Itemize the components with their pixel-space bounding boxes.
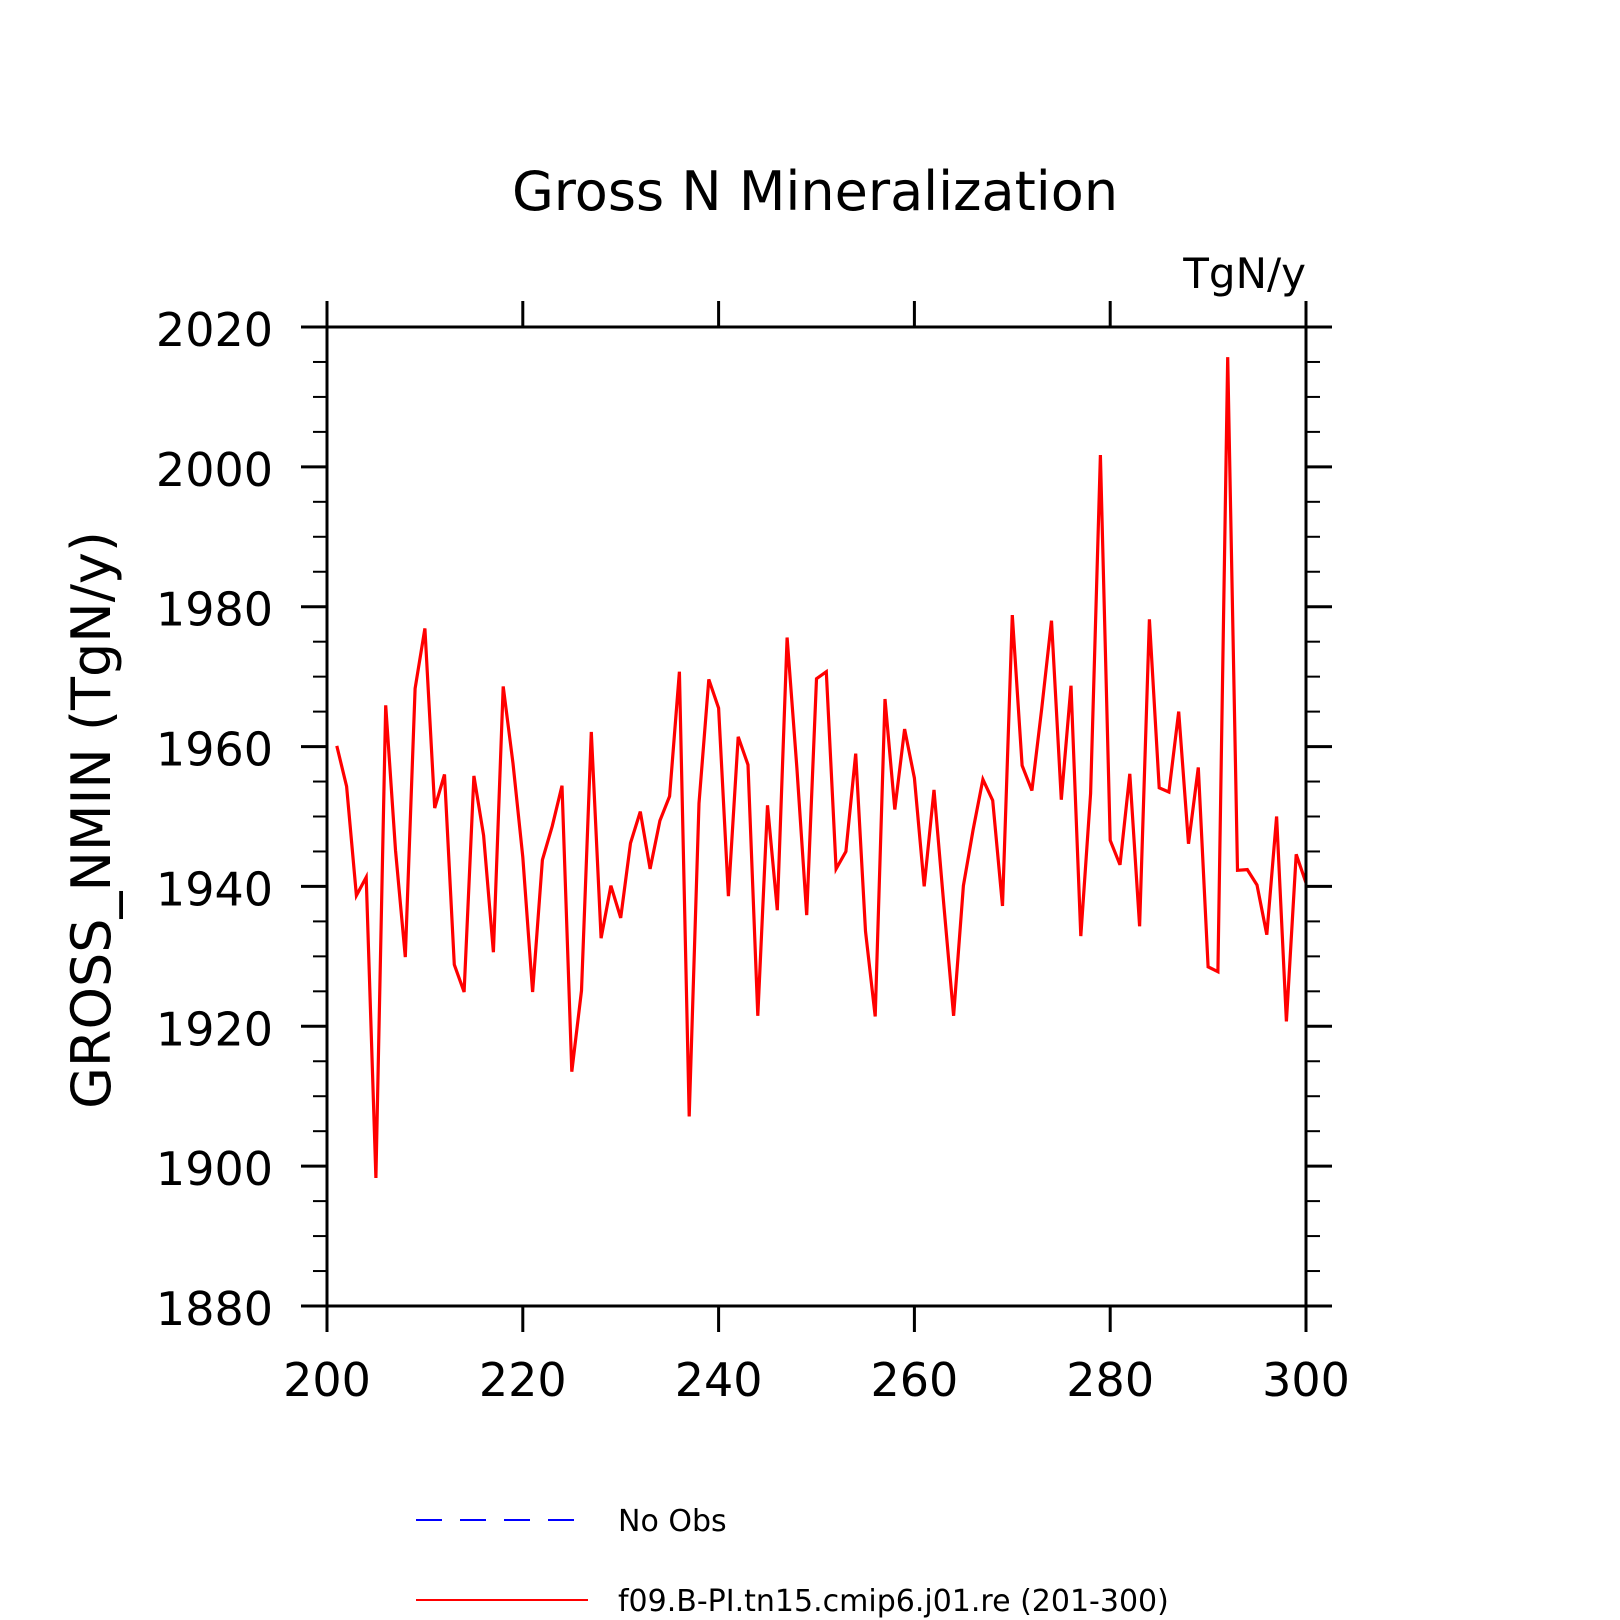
y-tick-label: 1920: [156, 1002, 273, 1056]
y-tick-label: 2020: [156, 303, 273, 357]
y-tick-label: 1880: [156, 1282, 273, 1336]
axis-ticks: [301, 301, 1332, 1332]
tick-labels: 1880 1900 1920 1940 1960 1980 2000 2020 200 220 24…: [156, 303, 1350, 1407]
x-tick-label: 220: [479, 1353, 567, 1407]
series-layer: [335, 357, 1308, 1179]
legend: No Obs f09.B-PI.tn15.cmip6.j01.re (201-30…: [416, 1504, 1169, 1619]
x-tick-label: 300: [1262, 1353, 1350, 1407]
chart-title: Gross N Mineralization: [512, 160, 1118, 223]
legend-label: No Obs: [618, 1504, 727, 1539]
plot-frame: [325, 325, 1308, 1308]
y-tick-label: 1900: [156, 1142, 273, 1196]
series-line: [335, 357, 1308, 1179]
units-label: TgN/y: [1182, 249, 1306, 298]
x-tick-label: 260: [870, 1353, 958, 1407]
y-axis-title: GROSS_NMIN (TgN/y): [60, 531, 123, 1109]
legend-label: f09.B-PI.tn15.cmip6.j01.re (201-300): [618, 1584, 1169, 1619]
x-tick-label: 280: [1066, 1353, 1154, 1407]
x-tick-label: 240: [675, 1353, 763, 1407]
y-tick-label: 1980: [156, 583, 273, 637]
y-tick-label: 1940: [156, 862, 273, 916]
y-tick-label: 2000: [156, 443, 273, 497]
x-tick-label: 200: [283, 1353, 371, 1407]
y-tick-label: 1960: [156, 723, 273, 777]
